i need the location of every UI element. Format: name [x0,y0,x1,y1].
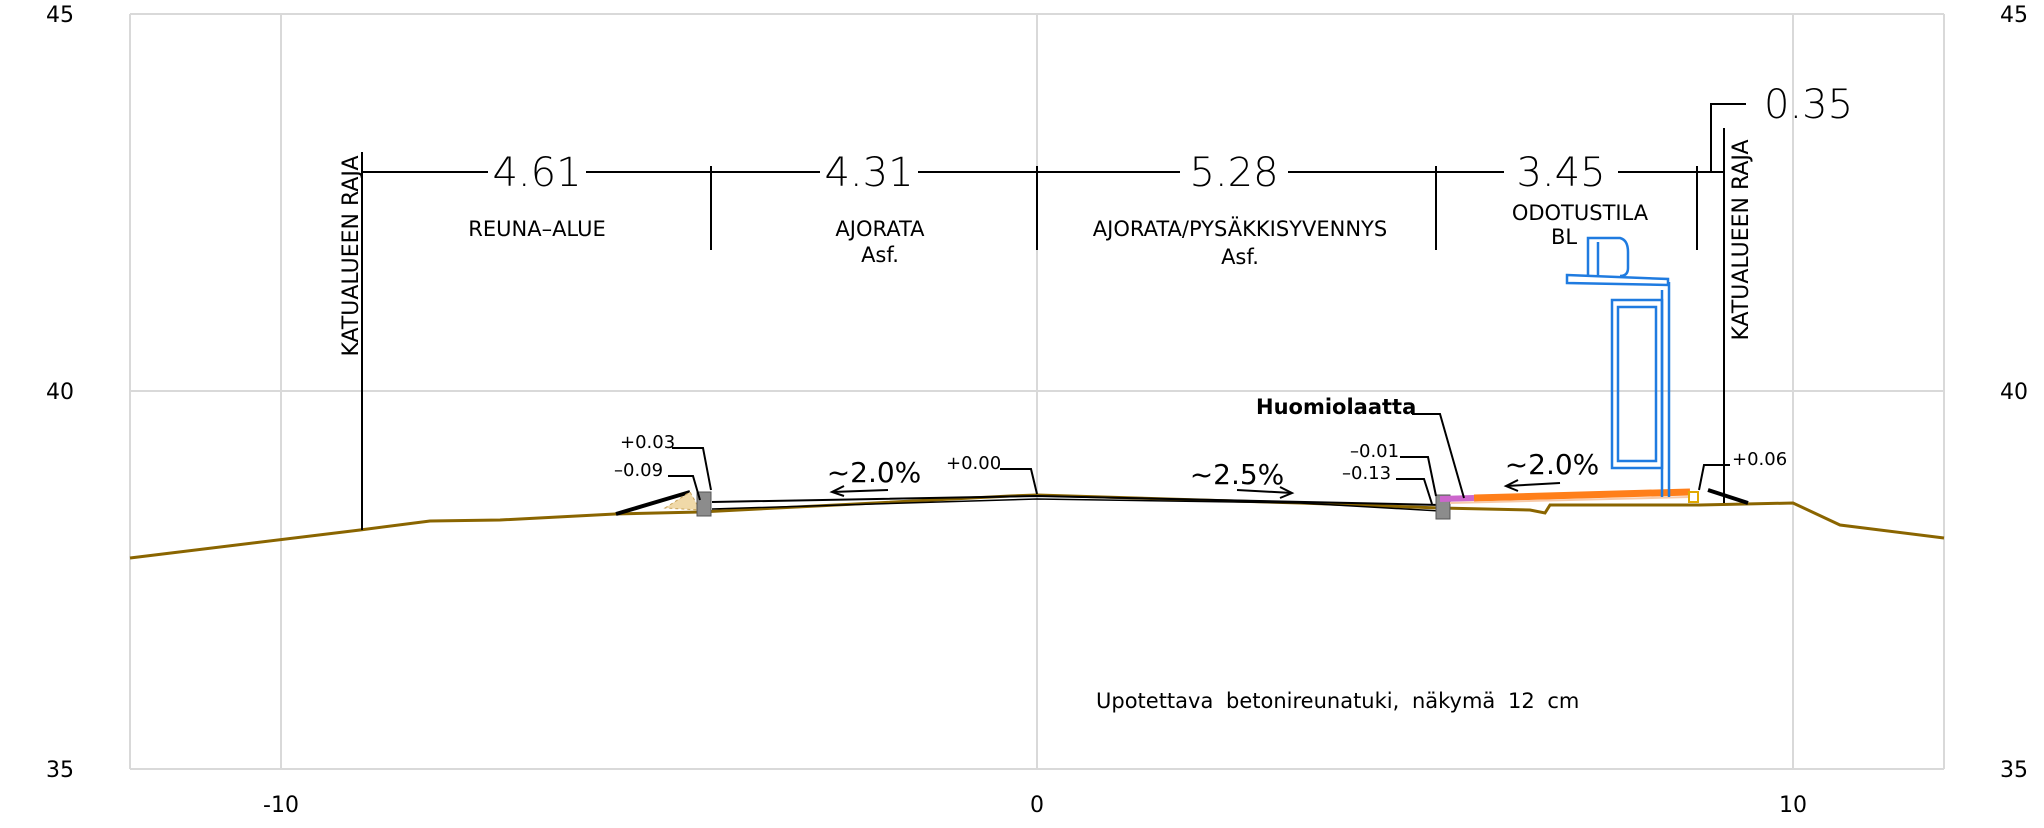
left-curb [696,491,712,517]
waiting-area-base [1449,496,1691,504]
dim-leader-035 [1710,103,1746,172]
elev-center-leader [1000,468,1038,495]
right-edge-slope [1707,488,1749,505]
shelter-panel-inner [1616,305,1658,463]
dimension-line: 4.61 4.31 5.28 3.45 0.35 [362,82,1853,250]
grid [129,13,1945,770]
elev-right-bottom-leader [1396,478,1433,505]
elev-left-top: +0.03 [620,432,675,453]
zone-label-verge: REUNA–ALUE [468,217,605,241]
shelter-roof [1565,273,1670,287]
elev-right-top-leader [1400,456,1437,497]
zone-label-waiting: ODOTUSTILA [1512,201,1649,225]
road-surface-line [711,494,1441,506]
elev-right-bottom: –0.13 [1342,463,1391,484]
left-verge [615,490,712,517]
elev-left-bottom: –0.09 [614,460,663,481]
y-tick-left-35: 35 [46,758,74,783]
edge-stone-marker [1688,491,1699,503]
zone-label-roadway: AJORATA [835,217,925,241]
elev-far-right-leader [1698,464,1730,491]
slope-arrow-3 [1505,482,1561,487]
street-boundaries: KATUALUEEN RAJA KATUALUEEN RAJA [339,128,1754,530]
bus-shelter [1565,236,1671,497]
zone-sub-waiting: BL [1551,225,1577,249]
waiting-area [1439,488,1749,505]
warning-tile-leader [1412,413,1465,499]
slope-arrow-1 [831,489,889,493]
slope-arrow-2 [1236,489,1293,494]
y-tick-right-40: 40 [2000,380,2028,405]
elev-right-top: –0.01 [1350,441,1399,462]
slope-label-3: ~2.0% [1505,448,1600,481]
y-tick-right-35: 35 [2000,758,2028,783]
y-tick-left-40: 40 [46,380,74,405]
elev-center: +0.00 [946,453,1001,474]
elevation-labels: +0.03 –0.09 +0.00 –0.01 –0.13 +0.06 [614,432,1787,505]
zone-sub-bus-bay: Asf. [1221,245,1259,269]
warning-tile-label: Huomiolaatta [1256,395,1416,419]
shelter-bench [1586,236,1630,278]
curb-note: Upotettava betonireunatuki, näkymä 12 cm [1096,689,1579,713]
elev-far-right: +0.06 [1732,449,1787,470]
axis-labels: 45 40 35 45 40 35 -10 0 10 [46,3,2028,818]
dim-label-3: 5.28 [1189,150,1278,196]
y-tick-left-45: 45 [46,3,74,28]
warning-tile-marker [1439,495,1475,502]
y-tick-right-45: 45 [2000,3,2028,28]
left-verge-fill [663,491,701,511]
road-base-line [711,498,1441,512]
x-tick-0: 0 [1030,793,1044,818]
shelter-panel-outer [1610,298,1664,470]
x-tick-10: 10 [1779,793,1807,818]
left-boundary-label: KATUALUEEN RAJA [339,155,364,356]
zone-labels: REUNA–ALUE AJORATA Asf. AJORATA/PYSÄKKIS… [468,201,1649,269]
x-tick-minus10: -10 [263,793,299,818]
slope-label-1: ~2.0% [827,456,922,489]
dim-label-4: 3.45 [1516,150,1605,196]
waiting-area-surface [1473,488,1691,502]
elev-left-top-leader [672,447,712,491]
slope-arrowhead-2 [1279,486,1295,499]
slope-annotations: ~2.0% ~2.5% ~2.0% [827,448,1600,499]
dim-label-1: 4.61 [492,150,581,196]
elev-left-bottom-leader [668,475,701,501]
dim-label-2: 4.31 [824,150,913,196]
zone-sub-roadway: Asf. [861,243,899,267]
slope-label-2: ~2.5% [1190,458,1285,491]
slope-arrowhead-3 [1503,479,1519,492]
slope-arrowhead-1 [829,485,845,497]
zone-label-bus-bay: AJORATA/PYSÄKKISYVENNYS [1093,216,1387,241]
warning-tile-callout: Huomiolaatta [1256,395,1465,499]
right-boundary-label: KATUALUEEN RAJA [1729,139,1754,340]
left-verge-slope [615,490,691,516]
dim-label-5: 0.35 [1764,82,1853,128]
